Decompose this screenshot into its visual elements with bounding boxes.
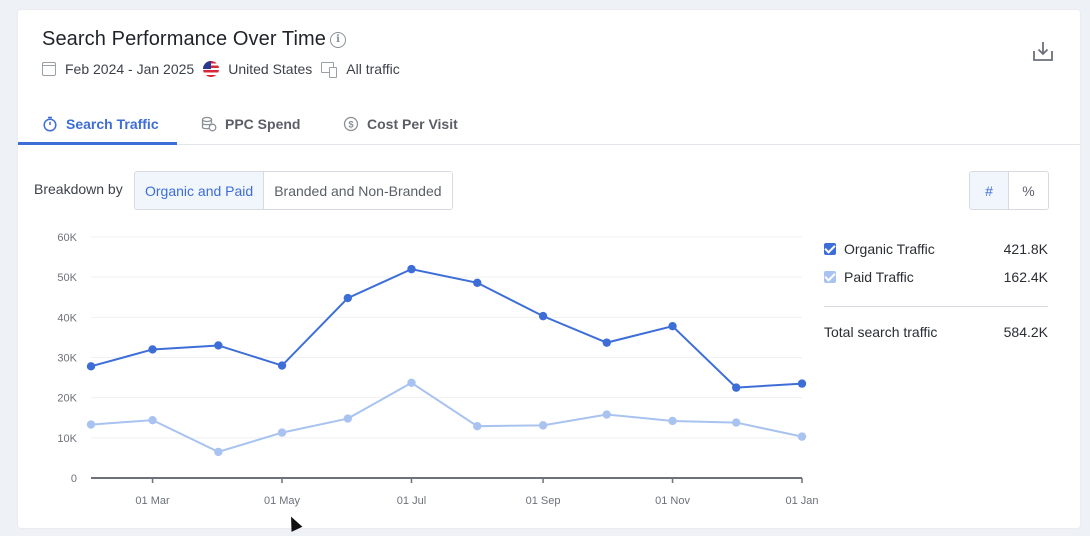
series-line-paid bbox=[90, 381, 803, 453]
data-point-paid bbox=[407, 378, 416, 388]
data-point-paid bbox=[473, 421, 482, 431]
traffic-type: All traffic bbox=[346, 61, 400, 77]
legend-value: 421.8K bbox=[1003, 241, 1048, 257]
us-flag-icon bbox=[203, 61, 220, 77]
chart-legend: Organic Traffic 421.8K Paid Traffic 162.… bbox=[824, 235, 1048, 291]
y-tick-label: 0 bbox=[71, 473, 77, 485]
tab-label: Cost Per Visit bbox=[367, 115, 458, 132]
tab-ppc-spend[interactable]: PPC Spend bbox=[201, 102, 300, 145]
data-point-organic bbox=[602, 338, 611, 347]
tab-search-traffic[interactable]: Search Traffic bbox=[42, 102, 159, 145]
legend-label: Organic Traffic bbox=[844, 241, 935, 257]
page-title: Search Performance Over Time bbox=[42, 28, 327, 50]
data-point-organic bbox=[148, 345, 157, 354]
value-mode-toggle: # % bbox=[969, 171, 1049, 210]
dollar-icon: $ bbox=[343, 116, 359, 131]
data-point-organic bbox=[538, 311, 548, 321]
data-point-paid bbox=[343, 414, 353, 423]
data-point-paid bbox=[86, 420, 96, 429]
y-tick-label: 30K bbox=[57, 353, 77, 365]
total-label: Total search traffic bbox=[824, 324, 938, 340]
traffic-line-chart: 0 10K 20K 30K 40K 50K 60K 01 Mar 01 May 01 Jul 01 … bbox=[57, 232, 818, 507]
breakdown-branded-button[interactable]: Branded and Non-Branded bbox=[264, 172, 452, 209]
legend-item-paid[interactable]: Paid Traffic 162.4K bbox=[824, 263, 1048, 291]
legend-label: Paid Traffic bbox=[844, 269, 914, 285]
y-tick-label: 50K bbox=[57, 272, 77, 284]
data-point-organic bbox=[797, 379, 807, 388]
data-point-organic bbox=[473, 278, 482, 287]
data-point-organic bbox=[343, 293, 353, 303]
data-point-paid bbox=[668, 416, 677, 426]
series-line-organic bbox=[90, 268, 803, 389]
percent-values-button[interactable]: % bbox=[1009, 172, 1048, 209]
tab-label: Search Traffic bbox=[66, 115, 159, 132]
breakdown-organic-paid-button[interactable]: Organic and Paid bbox=[135, 172, 265, 209]
legend-divider bbox=[824, 306, 1048, 307]
data-point-organic bbox=[214, 341, 223, 350]
x-tick-label: 01 Jan bbox=[785, 495, 818, 507]
x-tick-label: 01 May bbox=[264, 495, 301, 507]
stopwatch-icon bbox=[43, 116, 57, 132]
checkbox-checked-icon[interactable] bbox=[824, 243, 836, 255]
breakdown-selector: Organic and Paid Branded and Non-Branded bbox=[134, 171, 453, 210]
data-point-paid bbox=[732, 418, 741, 427]
data-point-organic bbox=[668, 321, 677, 331]
data-point-paid bbox=[602, 410, 611, 419]
tab-cost-per-visit[interactable]: $ Cost Per Visit bbox=[343, 102, 458, 145]
absolute-values-button[interactable]: # bbox=[970, 172, 1009, 209]
country: United States bbox=[228, 61, 313, 77]
data-point-organic bbox=[86, 362, 96, 371]
coins-icon bbox=[201, 116, 217, 131]
total-search-traffic: Total search traffic 584.2K bbox=[824, 324, 1048, 340]
data-point-organic bbox=[732, 383, 741, 392]
data-point-paid bbox=[214, 447, 223, 457]
download-icon[interactable] bbox=[1032, 40, 1054, 62]
y-tick-label: 20K bbox=[57, 393, 77, 405]
data-point-paid bbox=[797, 432, 807, 441]
y-tick-label: 40K bbox=[57, 312, 77, 324]
date-range: Feb 2024 - Jan 2025 bbox=[65, 61, 195, 77]
svg-text:$: $ bbox=[348, 119, 354, 130]
data-point-paid bbox=[277, 428, 287, 437]
breakdown-label: Breakdown by bbox=[34, 181, 123, 197]
y-tick-label: 10K bbox=[57, 433, 77, 445]
x-tick-label: 01 Jul bbox=[397, 495, 426, 507]
active-tab-indicator bbox=[18, 142, 177, 145]
y-tick-label: 60K bbox=[57, 232, 77, 244]
calendar-icon bbox=[42, 62, 56, 76]
data-point-organic bbox=[407, 264, 416, 274]
search-performance-card: Search Performance Over Time i Feb 2024 … bbox=[18, 10, 1080, 528]
x-tick-label: 01 Sep bbox=[526, 495, 561, 507]
checkbox-checked-icon[interactable] bbox=[824, 271, 836, 283]
data-point-organic bbox=[277, 361, 287, 370]
legend-item-organic[interactable]: Organic Traffic 421.8K bbox=[824, 235, 1048, 263]
filter-summary: Feb 2024 - Jan 2025 United States All tr… bbox=[42, 59, 409, 79]
x-tick-label: 01 Nov bbox=[655, 495, 690, 507]
tab-label: PPC Spend bbox=[225, 115, 301, 132]
tab-bar: Search Traffic PPC Spend $ Cost Per Visi… bbox=[18, 102, 1080, 145]
x-tick-label: 01 Mar bbox=[135, 495, 170, 507]
total-value: 584.2K bbox=[1003, 324, 1048, 340]
info-icon[interactable]: i bbox=[330, 32, 346, 48]
devices-icon bbox=[321, 62, 338, 78]
data-point-paid bbox=[148, 415, 157, 425]
data-point-paid bbox=[538, 421, 548, 430]
legend-value: 162.4K bbox=[1003, 269, 1048, 285]
